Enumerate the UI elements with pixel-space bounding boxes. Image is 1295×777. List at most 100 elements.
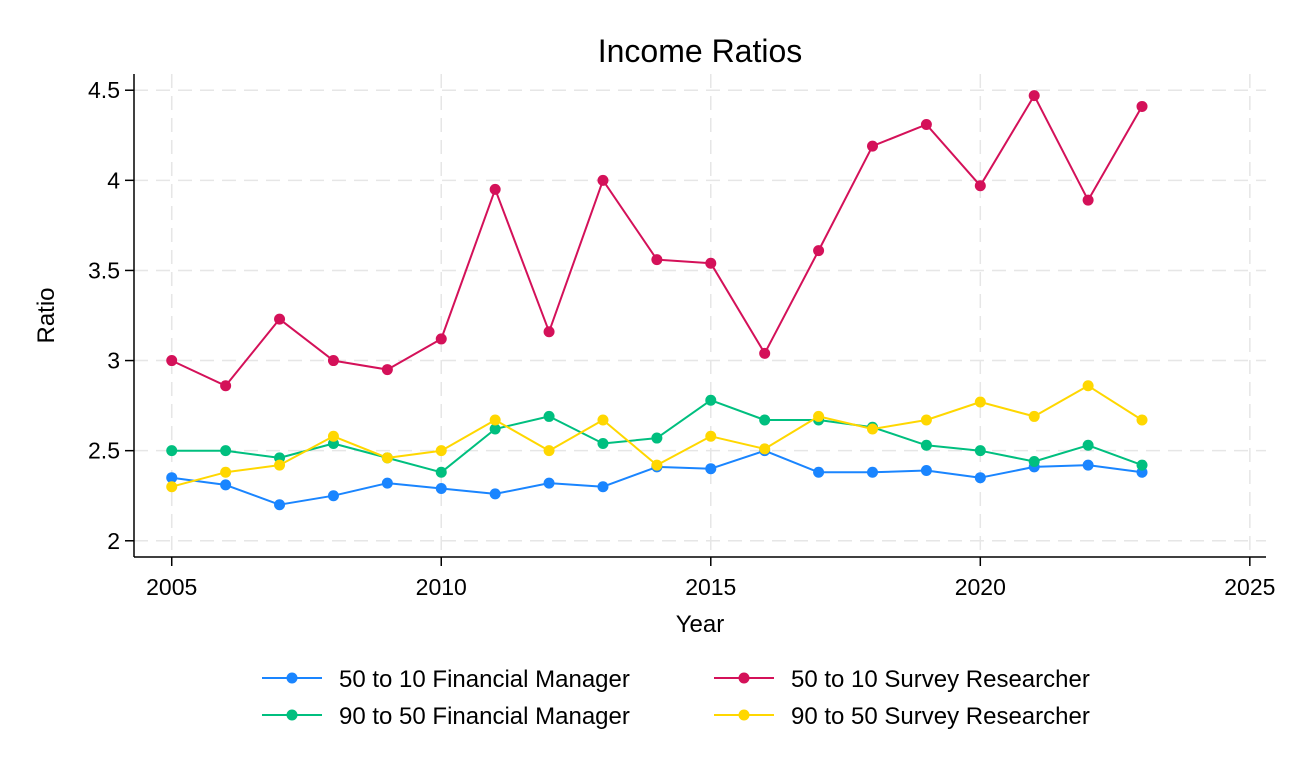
data-point — [543, 445, 555, 457]
data-point — [866, 466, 878, 478]
legend-label: 90 to 50 Survey Researcher — [791, 703, 1090, 730]
x-axis-label: Year — [676, 611, 725, 638]
data-point — [651, 254, 663, 266]
legend-swatch-marker — [738, 672, 750, 684]
x-tick-label: 2015 — [685, 574, 736, 600]
data-point — [920, 118, 932, 130]
legend-item: 90 to 50 Survey Researcher — [714, 703, 1090, 730]
data-point — [705, 463, 717, 475]
data-point — [220, 445, 232, 457]
data-point — [1028, 455, 1040, 467]
ticks: 2 2.5 3 3.5 4 4.5 2005 2010 2015 2020 2025 — [88, 77, 1275, 600]
data-point — [813, 466, 825, 478]
x-tick-label: 2020 — [955, 574, 1006, 600]
data-point — [543, 326, 555, 338]
data-point — [543, 477, 555, 489]
data-point — [705, 430, 717, 442]
gridlines — [134, 74, 1266, 557]
data-point — [651, 459, 663, 471]
data-point — [1082, 439, 1094, 451]
data-point — [435, 333, 447, 345]
legend-swatch-marker — [286, 672, 298, 684]
chart-title: Income Ratios — [598, 33, 803, 69]
data-point — [381, 364, 393, 376]
data-point — [920, 439, 932, 451]
series — [166, 90, 1148, 511]
legend-item: 90 to 50 Financial Manager — [262, 703, 630, 730]
data-point — [166, 445, 178, 457]
data-point — [974, 180, 986, 192]
data-point — [597, 481, 609, 493]
data-point — [705, 257, 717, 269]
data-point — [759, 414, 771, 426]
legend-swatch-marker — [286, 709, 298, 721]
data-point — [813, 245, 825, 257]
legend-label: 90 to 50 Financial Manager — [339, 703, 630, 730]
data-point — [1136, 100, 1148, 112]
legend-item: 50 to 10 Financial Manager — [262, 666, 630, 693]
data-point — [327, 490, 339, 502]
data-point — [597, 174, 609, 186]
data-point — [974, 445, 986, 457]
data-point — [759, 347, 771, 359]
data-point — [813, 410, 825, 422]
data-point — [1136, 414, 1148, 426]
y-tick-label: 3 — [107, 348, 120, 374]
data-point — [489, 183, 501, 195]
y-tick-label: 4.5 — [88, 77, 120, 103]
x-tick-label: 2005 — [146, 574, 197, 600]
x-tick-label: 2025 — [1224, 574, 1275, 600]
data-point — [489, 488, 501, 500]
series-line — [171, 94, 1143, 387]
legend: 50 to 10 Financial Manager 50 to 10 Surve… — [262, 666, 1090, 730]
data-point — [597, 437, 609, 449]
x-tick-label: 2010 — [416, 574, 467, 600]
series-4 — [166, 380, 1148, 493]
legend-label: 50 to 10 Survey Researcher — [791, 666, 1090, 693]
data-point — [435, 466, 447, 478]
data-point — [705, 394, 717, 406]
y-tick-label: 3.5 — [88, 257, 120, 283]
data-point — [327, 355, 339, 367]
data-point — [1082, 459, 1094, 471]
data-point — [274, 499, 286, 511]
y-tick-label: 2 — [107, 528, 120, 554]
data-point — [166, 355, 178, 367]
data-point — [1028, 410, 1040, 422]
data-point — [489, 423, 501, 435]
data-point — [435, 445, 447, 457]
legend-item: 50 to 10 Survey Researcher — [714, 666, 1090, 693]
data-point — [274, 459, 286, 471]
data-point — [597, 414, 609, 426]
data-point — [220, 380, 232, 392]
data-point — [543, 410, 555, 422]
data-point — [974, 396, 986, 408]
data-point — [166, 472, 178, 484]
data-point — [381, 452, 393, 464]
data-point — [866, 140, 878, 152]
series-line — [171, 449, 1143, 506]
y-tick-label: 2.5 — [88, 438, 120, 464]
data-point — [651, 432, 663, 444]
series-3 — [166, 394, 1148, 478]
data-point — [220, 479, 232, 491]
data-point — [920, 414, 932, 426]
data-point — [435, 483, 447, 495]
data-point — [274, 313, 286, 325]
data-point — [166, 481, 178, 493]
legend-swatch-marker — [738, 709, 750, 721]
legend-label: 50 to 10 Financial Manager — [339, 666, 630, 693]
data-point — [759, 443, 771, 455]
data-point — [489, 414, 501, 426]
y-axis-label: Ratio — [33, 287, 60, 343]
data-point — [1028, 90, 1040, 102]
data-point — [1082, 194, 1094, 206]
data-point — [327, 430, 339, 442]
axes — [133, 74, 1266, 558]
data-point — [866, 423, 878, 435]
data-point — [381, 477, 393, 489]
data-point — [974, 472, 986, 484]
data-point — [920, 464, 932, 476]
